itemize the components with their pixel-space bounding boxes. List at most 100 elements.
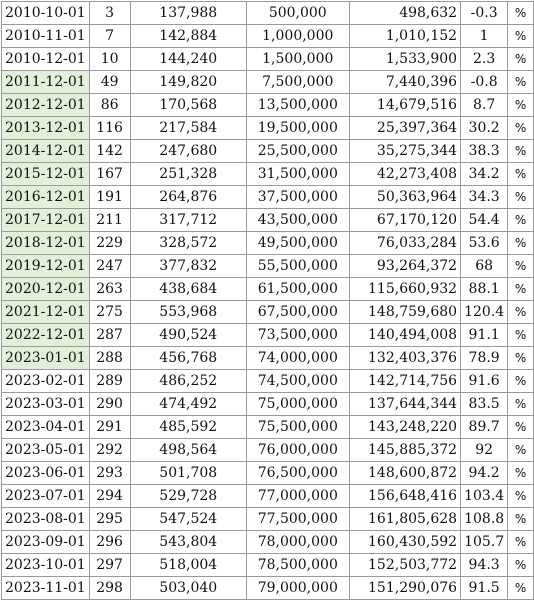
percent-unit-cell[interactable]: % bbox=[507, 93, 534, 117]
value-b-cell[interactable]: 74,000,000 bbox=[246, 346, 350, 370]
date-cell[interactable]: 2023-03-01 bbox=[1, 392, 90, 416]
value-c-cell[interactable]: 152,503,772 bbox=[348, 553, 462, 577]
value-a-cell[interactable]: 328,572 bbox=[129, 231, 247, 255]
value-a-cell[interactable]: 518,004 bbox=[129, 553, 247, 577]
value-a-cell[interactable]: 486,252 bbox=[129, 369, 247, 393]
value-c-cell[interactable]: 148,759,680 bbox=[348, 300, 462, 324]
value-b-cell[interactable]: 77,000,000 bbox=[246, 484, 350, 508]
count-cell[interactable]: 229 bbox=[88, 231, 131, 255]
value-a-cell[interactable]: 501,708 bbox=[129, 461, 247, 485]
value-a-cell[interactable]: 317,712 bbox=[129, 208, 247, 232]
value-b-cell[interactable]: 73,500,000 bbox=[246, 323, 350, 347]
count-cell[interactable]: 7 bbox=[88, 24, 131, 48]
date-cell[interactable]: 2023-07-01 bbox=[1, 484, 90, 508]
date-cell[interactable]: 2023-06-01 bbox=[1, 461, 90, 485]
percent-cell[interactable]: 89.7 bbox=[460, 415, 509, 439]
percent-unit-cell[interactable]: % bbox=[507, 484, 534, 508]
percent-unit-cell[interactable]: % bbox=[507, 461, 534, 485]
count-cell[interactable]: 142 bbox=[88, 139, 131, 163]
value-b-cell[interactable]: 67,500,000 bbox=[246, 300, 350, 324]
value-c-cell[interactable]: 115,660,932 bbox=[348, 277, 462, 301]
percent-unit-cell[interactable]: % bbox=[507, 254, 534, 278]
percent-cell[interactable]: -0.3 bbox=[460, 1, 509, 25]
value-b-cell[interactable]: 37,500,000 bbox=[246, 185, 350, 209]
date-cell[interactable]: 2023-08-01 bbox=[1, 507, 90, 531]
percent-unit-cell[interactable]: % bbox=[507, 139, 534, 163]
count-cell[interactable]: 10 bbox=[88, 47, 131, 71]
date-cell[interactable]: 2015-12-01 bbox=[1, 162, 90, 186]
count-cell[interactable]: 3 bbox=[88, 1, 131, 25]
percent-unit-cell[interactable]: % bbox=[507, 208, 534, 232]
value-c-cell[interactable]: 498,632 bbox=[348, 1, 462, 25]
count-cell[interactable]: 296 bbox=[88, 530, 131, 554]
percent-cell[interactable]: 78.9 bbox=[460, 346, 509, 370]
value-b-cell[interactable]: 61,500,000 bbox=[246, 277, 350, 301]
percent-unit-cell[interactable]: % bbox=[507, 576, 534, 600]
value-b-cell[interactable]: 500,000 bbox=[246, 1, 350, 25]
value-a-cell[interactable]: 529,728 bbox=[129, 484, 247, 508]
value-a-cell[interactable]: 137,988 bbox=[129, 1, 247, 25]
percent-unit-cell[interactable]: % bbox=[507, 323, 534, 347]
percent-unit-cell[interactable]: % bbox=[507, 277, 534, 301]
value-b-cell[interactable]: 74,500,000 bbox=[246, 369, 350, 393]
count-cell[interactable]: 287 bbox=[88, 323, 131, 347]
percent-unit-cell[interactable]: % bbox=[507, 116, 534, 140]
count-cell[interactable]: 295 bbox=[88, 507, 131, 531]
value-c-cell[interactable]: 160,430,592 bbox=[348, 530, 462, 554]
value-c-cell[interactable]: 137,644,344 bbox=[348, 392, 462, 416]
percent-unit-cell[interactable]: % bbox=[507, 185, 534, 209]
value-b-cell[interactable]: 1,500,000 bbox=[246, 47, 350, 71]
count-cell[interactable]: 293 bbox=[88, 461, 131, 485]
value-c-cell[interactable]: 76,033,284 bbox=[348, 231, 462, 255]
percent-unit-cell[interactable]: % bbox=[507, 231, 534, 255]
date-cell[interactable]: 2010-11-01 bbox=[1, 24, 90, 48]
value-b-cell[interactable]: 31,500,000 bbox=[246, 162, 350, 186]
value-c-cell[interactable]: 145,885,372 bbox=[348, 438, 462, 462]
date-cell[interactable]: 2013-12-01 bbox=[1, 116, 90, 140]
value-c-cell[interactable]: 93,264,372 bbox=[348, 254, 462, 278]
date-cell[interactable]: 2011-12-01 bbox=[1, 70, 90, 94]
percent-cell[interactable]: 88.1 bbox=[460, 277, 509, 301]
percent-unit-cell[interactable]: % bbox=[507, 553, 534, 577]
percent-cell[interactable]: 92 bbox=[460, 438, 509, 462]
percent-unit-cell[interactable]: % bbox=[507, 47, 534, 71]
percent-cell[interactable]: 94.2 bbox=[460, 461, 509, 485]
value-a-cell[interactable]: 251,328 bbox=[129, 162, 247, 186]
value-b-cell[interactable]: 78,000,000 bbox=[246, 530, 350, 554]
count-cell[interactable]: 298 bbox=[88, 576, 131, 600]
value-a-cell[interactable]: 547,524 bbox=[129, 507, 247, 531]
value-c-cell[interactable]: 1,010,152 bbox=[348, 24, 462, 48]
date-cell[interactable]: 2023-05-01 bbox=[1, 438, 90, 462]
percent-cell[interactable]: 103.4 bbox=[460, 484, 509, 508]
percent-unit-cell[interactable]: % bbox=[507, 369, 534, 393]
percent-cell[interactable]: 94.3 bbox=[460, 553, 509, 577]
value-a-cell[interactable]: 149,820 bbox=[129, 70, 247, 94]
value-c-cell[interactable]: 25,397,364 bbox=[348, 116, 462, 140]
percent-unit-cell[interactable]: % bbox=[507, 24, 534, 48]
percent-cell[interactable]: 68 bbox=[460, 254, 509, 278]
value-b-cell[interactable]: 49,500,000 bbox=[246, 231, 350, 255]
count-cell[interactable]: 116 bbox=[88, 116, 131, 140]
percent-unit-cell[interactable]: % bbox=[507, 70, 534, 94]
percent-unit-cell[interactable]: % bbox=[507, 438, 534, 462]
date-cell[interactable]: 2016-12-01 bbox=[1, 185, 90, 209]
percent-cell[interactable]: -0.8 bbox=[460, 70, 509, 94]
count-cell[interactable]: 289 bbox=[88, 369, 131, 393]
percent-cell[interactable]: 54.4 bbox=[460, 208, 509, 232]
value-c-cell[interactable]: 7,440,396 bbox=[348, 70, 462, 94]
count-cell[interactable]: 297 bbox=[88, 553, 131, 577]
percent-unit-cell[interactable]: % bbox=[507, 162, 534, 186]
value-a-cell[interactable]: 264,876 bbox=[129, 185, 247, 209]
value-b-cell[interactable]: 75,500,000 bbox=[246, 415, 350, 439]
percent-cell[interactable]: 91.5 bbox=[460, 576, 509, 600]
count-cell[interactable]: 294 bbox=[88, 484, 131, 508]
percent-cell[interactable]: 1 bbox=[460, 24, 509, 48]
percent-cell[interactable]: 83.5 bbox=[460, 392, 509, 416]
value-c-cell[interactable]: 140,494,008 bbox=[348, 323, 462, 347]
percent-unit-cell[interactable]: % bbox=[507, 507, 534, 531]
value-a-cell[interactable]: 170,568 bbox=[129, 93, 247, 117]
count-cell[interactable]: 292 bbox=[88, 438, 131, 462]
date-cell[interactable]: 2010-10-01 bbox=[1, 1, 90, 25]
value-a-cell[interactable]: 543,804 bbox=[129, 530, 247, 554]
count-cell[interactable]: 288 bbox=[88, 346, 131, 370]
